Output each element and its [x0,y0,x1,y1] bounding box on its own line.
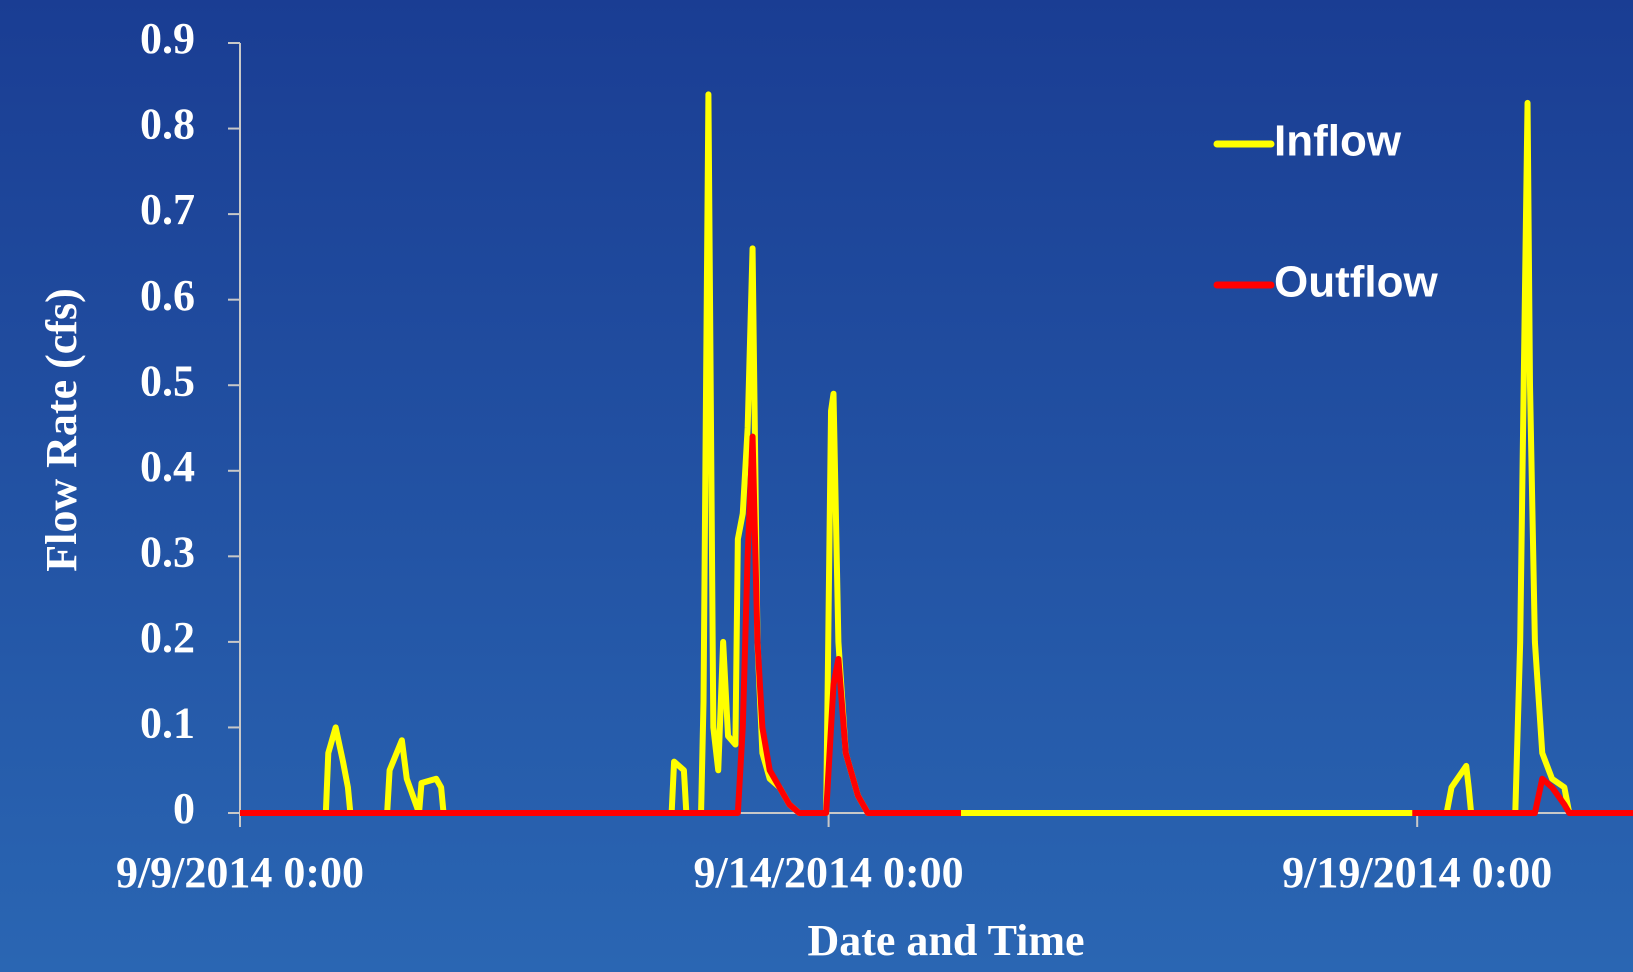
legend-label: Inflow [1274,117,1402,166]
y-tick-label: 0.1 [140,699,195,748]
x-axis-title: Date and Time [807,916,1084,965]
x-tick-label: 9/14/2014 0:00 [694,848,964,897]
y-tick-label: 0 [173,784,195,833]
x-tick-label: 9/19/2014 0:00 [1282,848,1552,897]
y-axis-title: Flow Rate (cfs) [37,288,86,571]
y-tick-label: 0.7 [140,185,195,234]
y-tick-label: 0.8 [140,100,195,149]
y-tick-label: 0.6 [140,271,195,320]
legend-label: Outflow [1274,258,1439,307]
y-tick-label: 0.2 [140,613,195,662]
y-tick-label: 0.3 [140,527,195,576]
y-tick-label: 0.4 [140,442,195,491]
x-tick-label: 9/9/2014 0:00 [116,848,364,897]
chart: Date and Time Flow Rate (cfs) 0 0.1 0.2 0.3… [0,0,1633,972]
y-tick-label: 0.5 [140,356,195,405]
y-tick-label: 0.9 [140,14,195,63]
